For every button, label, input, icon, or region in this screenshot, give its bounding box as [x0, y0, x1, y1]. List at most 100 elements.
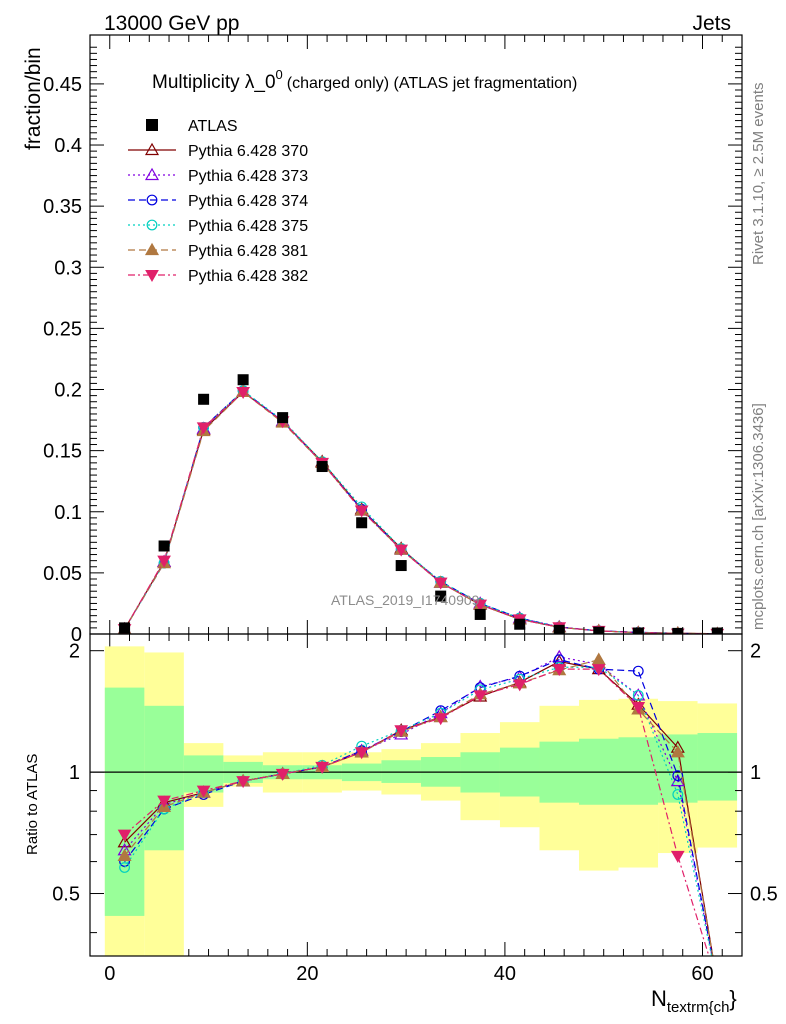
series-point — [591, 664, 606, 677]
data-point — [316, 461, 328, 473]
stat-uncertainty-band — [104, 687, 145, 916]
data-point — [277, 412, 289, 424]
legend-label: Pythia 6.428 382 — [188, 268, 308, 285]
series-point — [146, 194, 158, 206]
chart-title-suffix: (charged only) (ATLAS jet fragmentation) — [287, 75, 578, 92]
series-point — [672, 789, 684, 800]
series-point — [315, 761, 330, 774]
uncertainty-bands — [104, 646, 738, 956]
ratio-frame — [89, 633, 743, 957]
legend-entry: Pythia 6.428 370 — [128, 142, 308, 160]
ratio-tick-label-right: 0.5 — [750, 884, 778, 906]
legend-entry: Pythia 6.428 382 — [128, 268, 308, 285]
series-point — [473, 690, 488, 703]
series-point — [144, 142, 160, 156]
analysis-watermark: ATLAS_2019_I1740909 — [331, 592, 480, 608]
y-tick-label: 0 — [71, 624, 82, 646]
series-point — [433, 713, 448, 726]
data-point — [146, 119, 158, 131]
ratio-tick-label-right: 1 — [750, 762, 761, 784]
series-point — [196, 785, 211, 798]
data-point — [395, 560, 407, 572]
legend-entry: Pythia 6.428 381 — [128, 242, 308, 260]
ratio-series-group — [117, 649, 714, 956]
series-point — [275, 768, 290, 781]
y-tick-label: 0.2 — [54, 380, 82, 402]
energy-label: 13000 GeV pp — [104, 12, 239, 35]
ratio-tick-label-left: 1 — [69, 762, 80, 784]
main-series-group — [117, 374, 725, 634]
legend-entry-data: ATLAS — [146, 118, 238, 135]
series-point — [236, 386, 250, 399]
data-point — [474, 608, 486, 620]
series-point — [117, 848, 132, 861]
data-point — [356, 517, 368, 529]
series-point — [117, 829, 132, 842]
rivet-label: Rivet 3.1.10, ≥ 2.5M events — [750, 83, 767, 266]
ratio-panel: 0 20 40 60 0.5 0.5 1 1 2 2 — [52, 633, 778, 985]
data-point — [158, 540, 170, 552]
data-point — [119, 622, 131, 634]
y-axis-label: fraction/bin — [22, 47, 45, 150]
legend-entry: Pythia 6.428 375 — [128, 218, 308, 235]
x-tick-label: 20 — [296, 963, 318, 985]
data-point — [514, 618, 526, 630]
y-tick-label: 0.35 — [43, 196, 82, 218]
series-point — [117, 835, 132, 848]
data-point — [237, 374, 249, 386]
ratio-tick-label-right: 2 — [750, 641, 761, 663]
series-point — [146, 219, 158, 231]
series-point — [670, 850, 685, 863]
legend-entry: Pythia 6.428 374 — [128, 193, 308, 210]
legend-label: Pythia 6.428 381 — [188, 243, 308, 260]
x-axis-label: Ntextrm{ch} — [651, 986, 737, 1016]
data-point — [711, 627, 723, 634]
series-point — [433, 577, 448, 590]
legend: ATLAS Pythia 6.428 370 Pythia 6.428 373 Pyt… — [128, 118, 308, 285]
chart-title-superscript: 0 — [276, 67, 283, 82]
y-tick-label: 0.1 — [54, 502, 82, 524]
legend-label: Pythia 6.428 370 — [188, 143, 308, 160]
series-point — [196, 422, 211, 435]
y-tick-label: 0.15 — [43, 441, 82, 463]
y-tick-label: 0.3 — [54, 257, 82, 279]
series-point — [552, 664, 567, 677]
series-line — [124, 391, 718, 634]
legend-label: ATLAS — [188, 118, 238, 135]
series-point — [631, 702, 646, 715]
data-point — [593, 626, 605, 634]
legend-entry: Pythia 6.428 373 — [128, 167, 308, 185]
y-tick-label: 0.05 — [43, 563, 82, 585]
chart-title-main: Multiplicity λ_0 — [152, 72, 276, 93]
series-point — [157, 555, 171, 568]
ratio-y-axis-label: Ratio to ATLAS — [24, 754, 41, 855]
data-point — [632, 627, 644, 634]
series-point — [157, 795, 171, 808]
legend-label: Pythia 6.428 373 — [188, 168, 308, 185]
stat-uncertainty-band — [618, 737, 659, 805]
y-tick-label: 0.4 — [54, 135, 82, 157]
mcplots-label: mcplots.cern.ch [arXiv:1306.3436] — [750, 403, 767, 630]
ratio-tick-label-left: 0.5 — [52, 884, 80, 906]
series-point — [591, 652, 606, 665]
y-tick-label: 0.25 — [43, 318, 82, 340]
series-point — [236, 776, 250, 789]
stat-uncertainty-band — [697, 733, 738, 801]
series-point — [144, 242, 160, 256]
legend-label: Pythia 6.428 375 — [188, 218, 308, 235]
series-point — [144, 167, 160, 181]
series-point — [119, 862, 130, 873]
y-ticks — [90, 46, 742, 635]
y-tick-label: 0.45 — [43, 74, 82, 96]
data-point — [435, 590, 447, 602]
x-tick-label: 40 — [494, 963, 516, 985]
series-point — [670, 773, 685, 787]
ratio-y-ticks — [90, 650, 742, 934]
series-point — [672, 770, 684, 782]
series-point — [145, 270, 159, 283]
series-point — [394, 544, 409, 557]
series-point — [354, 505, 369, 518]
series-point — [670, 745, 685, 758]
x-tick-label: 0 — [104, 963, 115, 985]
